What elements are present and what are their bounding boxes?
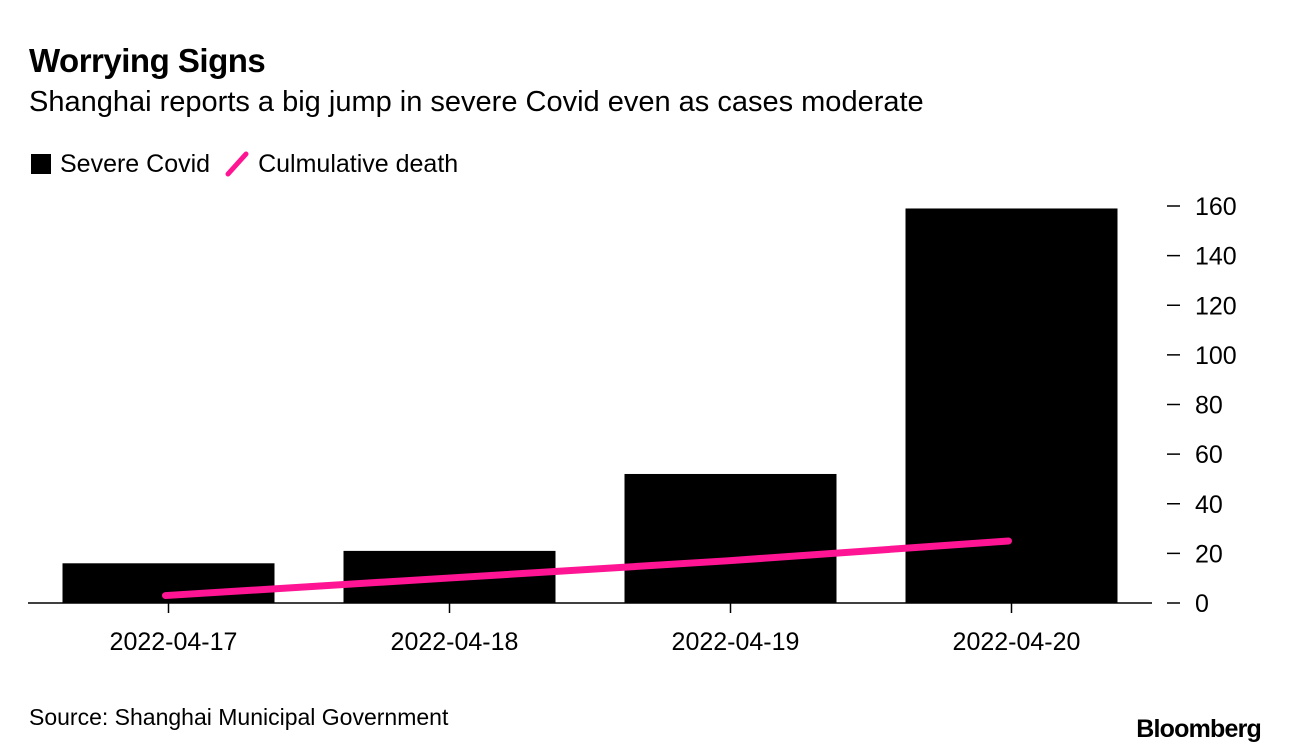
legend-label-severe-covid: Severe Covid: [60, 149, 211, 178]
y-tick-label-100: 100: [1195, 342, 1237, 370]
x-tick-label-2022-04-18: 2022-04-18: [391, 628, 519, 656]
legend-label-cumulative-death: Culmulative death: [258, 149, 459, 178]
y-tick-label-120: 120: [1195, 292, 1237, 320]
x-tick-label-2022-04-20: 2022-04-20: [953, 628, 1081, 656]
y-tick-label-20: 20: [1195, 540, 1223, 568]
bar-severe-covid-2022-04-20: [905, 208, 1118, 603]
y-tick-label-80: 80: [1195, 392, 1223, 420]
y-tick-label-0: 0: [1195, 590, 1209, 618]
legend: Severe Covid Culmulative death: [31, 147, 472, 181]
line-cumulative-death: [162, 537, 1012, 600]
y-tick-label-60: 60: [1195, 441, 1223, 469]
legend-swatch-line-icon: [225, 151, 249, 177]
y-tick-label-160: 160: [1195, 193, 1237, 221]
y-tick-label-40: 40: [1195, 491, 1223, 519]
x-tick-label-2022-04-19: 2022-04-19: [672, 628, 800, 656]
chart-subtitle: Shanghai reports a big jump in severe Co…: [29, 86, 924, 118]
brand-logo: Bloomberg: [1136, 715, 1262, 743]
chart-title: Worrying Signs: [29, 42, 266, 79]
legend-swatch-square-icon: [31, 154, 51, 174]
x-tick-label-2022-04-17: 2022-04-17: [110, 628, 238, 656]
bar-severe-covid-2022-04-19: [624, 473, 837, 603]
source-note: Source: Shanghai Municipal Government: [29, 704, 449, 730]
legend-item-cumulative-death: Culmulative death: [224, 150, 458, 179]
legend-item-severe-covid: Severe Covid: [31, 150, 210, 179]
y-tick-label-140: 140: [1195, 243, 1237, 271]
